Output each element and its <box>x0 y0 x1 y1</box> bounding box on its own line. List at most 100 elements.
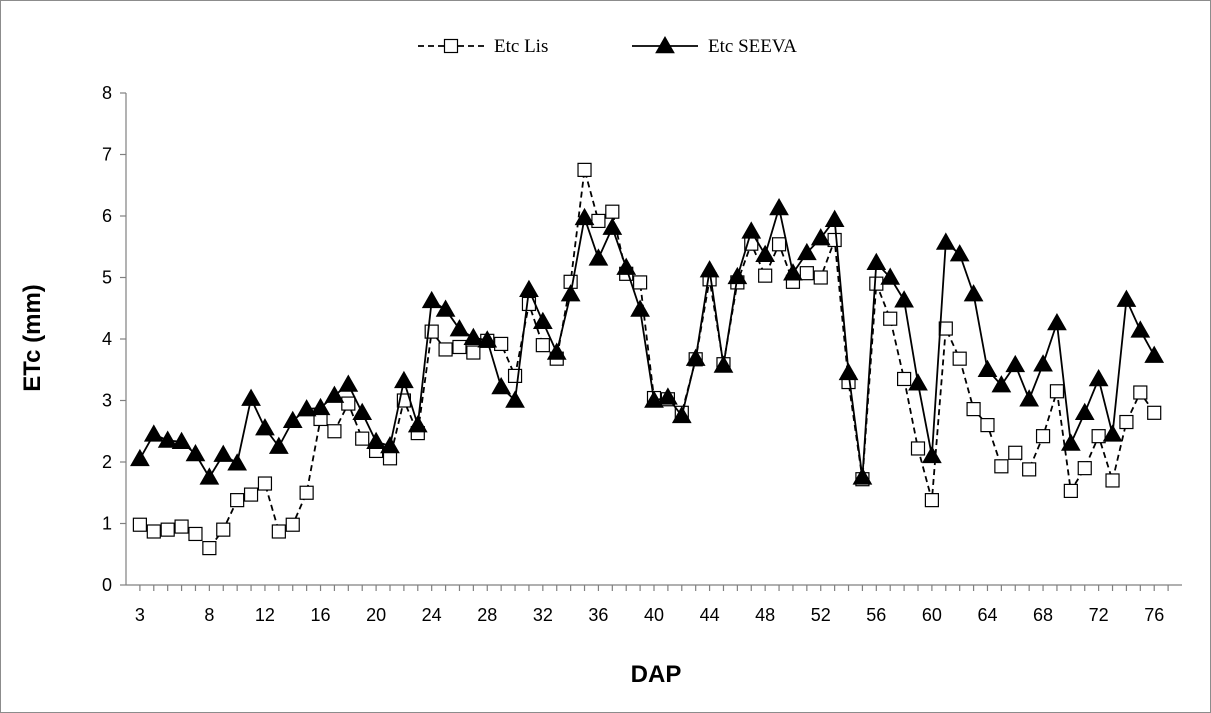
legend-marker <box>655 35 675 54</box>
data-point <box>421 290 442 309</box>
data-point <box>130 448 150 467</box>
data-point <box>1077 461 1092 476</box>
data-point <box>352 402 373 421</box>
x-tick-label: 56 <box>866 605 886 625</box>
data-point <box>1022 462 1037 477</box>
data-point <box>852 467 873 485</box>
data-point <box>771 237 787 252</box>
data-point <box>230 493 245 508</box>
series-etc-seeva <box>130 197 1165 485</box>
data-point <box>1008 445 1023 460</box>
data-point <box>519 279 539 298</box>
data-point <box>633 275 648 290</box>
x-axis-title: DAP <box>631 661 682 688</box>
data-point <box>438 342 453 357</box>
data-point <box>783 263 803 281</box>
data-point <box>463 327 484 346</box>
data-point <box>1133 385 1148 400</box>
data-point <box>588 248 609 266</box>
data-point <box>1005 354 1026 373</box>
data-point <box>1144 345 1165 363</box>
data-point <box>380 436 400 454</box>
data-point <box>477 330 498 348</box>
data-point <box>1074 402 1095 421</box>
data-point <box>255 418 275 436</box>
data-point <box>838 362 859 381</box>
y-tick-label: 0 <box>102 575 112 595</box>
data-point <box>897 371 912 387</box>
legend-item-etc-lis: Etc Lis <box>418 36 548 57</box>
data-point <box>505 390 525 408</box>
data-point <box>1049 384 1065 399</box>
data-point <box>394 370 414 389</box>
x-tick-label: 36 <box>588 605 608 625</box>
data-point <box>658 387 678 405</box>
data-point <box>644 390 664 408</box>
data-point <box>813 270 828 285</box>
data-point <box>577 162 592 177</box>
data-point <box>535 338 550 353</box>
data-point <box>922 445 942 464</box>
data-point <box>755 244 776 262</box>
y-tick-label: 7 <box>102 145 112 165</box>
data-point <box>699 260 720 278</box>
data-point <box>1130 320 1151 338</box>
data-point <box>324 385 345 403</box>
x-tick-label: 24 <box>422 605 442 625</box>
data-point <box>143 424 164 442</box>
data-point <box>883 311 898 326</box>
data-point <box>685 348 706 366</box>
data-point <box>366 431 386 449</box>
x-tick-label: 44 <box>700 605 720 625</box>
y-tick-label: 1 <box>102 514 112 534</box>
data-point <box>908 373 928 391</box>
data-point <box>1102 424 1123 442</box>
data-point <box>216 522 231 537</box>
data-point <box>910 441 926 456</box>
y-tick-label: 3 <box>102 391 112 411</box>
data-point <box>630 299 650 317</box>
data-point <box>1060 433 1081 451</box>
data-point <box>241 388 261 406</box>
y-tick-label: 4 <box>102 329 112 349</box>
data-point <box>980 418 995 433</box>
data-point <box>935 232 956 250</box>
data-point <box>355 431 370 446</box>
data-point <box>296 399 317 417</box>
data-point <box>560 284 581 302</box>
data-point <box>202 540 217 556</box>
series-layer <box>130 162 1165 556</box>
data-point <box>327 424 342 439</box>
data-point <box>188 526 203 542</box>
x-tick-label: 16 <box>311 605 331 625</box>
data-point <box>494 336 509 352</box>
data-point <box>268 436 289 454</box>
data-point <box>799 266 814 281</box>
x-tick-label: 32 <box>533 605 553 625</box>
y-tick-label: 5 <box>102 268 112 288</box>
data-point <box>1035 429 1051 444</box>
data-point <box>1047 313 1067 331</box>
data-point <box>407 415 428 433</box>
legend-label: Etc Lis <box>494 36 548 57</box>
data-point <box>810 228 831 246</box>
data-point <box>213 444 234 462</box>
data-point <box>1019 389 1040 407</box>
y-tick-label: 2 <box>102 452 112 472</box>
data-point <box>452 339 467 355</box>
y-axis-title: ETc (mm) <box>19 284 46 392</box>
data-point <box>146 524 161 539</box>
data-point <box>963 284 984 302</box>
data-point <box>880 267 901 285</box>
x-tick-label: 72 <box>1089 605 1109 625</box>
data-point <box>185 443 206 462</box>
x-tick-label: 3 <box>135 605 145 625</box>
data-point <box>1091 429 1106 444</box>
data-point <box>574 207 595 226</box>
data-point <box>132 517 147 532</box>
data-point <box>174 519 189 534</box>
data-point <box>1116 289 1137 307</box>
data-point <box>796 242 817 261</box>
